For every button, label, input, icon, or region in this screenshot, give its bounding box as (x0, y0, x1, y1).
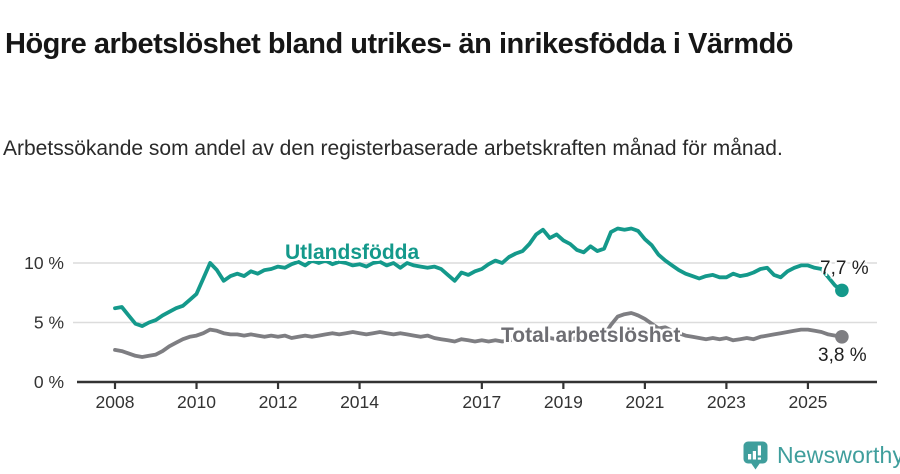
x-tick-label: 2010 (177, 392, 216, 412)
unemployment-line-chart: 0 % 5 % 10 % 2008 2010 2012 2014 2017 2019 2021 20… (24, 226, 877, 412)
series-label-utlandsfodda: Utlandsfödda (285, 241, 420, 264)
y-tick-label: 0 % (34, 372, 64, 392)
newsworthy-brand-text: Newsworthy (777, 442, 900, 468)
end-point-marker (835, 283, 849, 298)
x-tick-label: 2014 (340, 392, 379, 412)
newsworthy-logo[interactable]: Newsworthy (743, 441, 900, 470)
end-value-label-total: 3,8 % (818, 345, 867, 366)
x-tick-label: 2012 (259, 392, 298, 412)
series-label-total-arbetsloshet: Total arbetslöshet (501, 324, 681, 347)
end-value-label-utlandsfodda: 7,7 % (820, 258, 869, 279)
end-point-marker (835, 329, 849, 344)
page-title: Högre arbetslöshet bland utrikes- än inr… (5, 28, 794, 61)
page-subtitle: Arbetssökande som andel av den registerb… (3, 137, 783, 160)
chart-line-total-arbetsl-shet (113, 311, 844, 359)
x-tick-label: 2019 (544, 392, 583, 412)
x-tick-label: 2023 (707, 392, 746, 412)
newsworthy-bubble-icon (743, 441, 768, 470)
x-tick-label: 2017 (462, 392, 501, 412)
x-tick-label: 2025 (788, 392, 827, 412)
chart-line-utlandsf-dda (113, 226, 844, 329)
y-tick-label: 10 % (24, 253, 64, 273)
y-tick-label: 5 % (34, 313, 64, 333)
x-tick-label: 2021 (625, 392, 664, 412)
x-tick-label: 2008 (96, 392, 135, 412)
